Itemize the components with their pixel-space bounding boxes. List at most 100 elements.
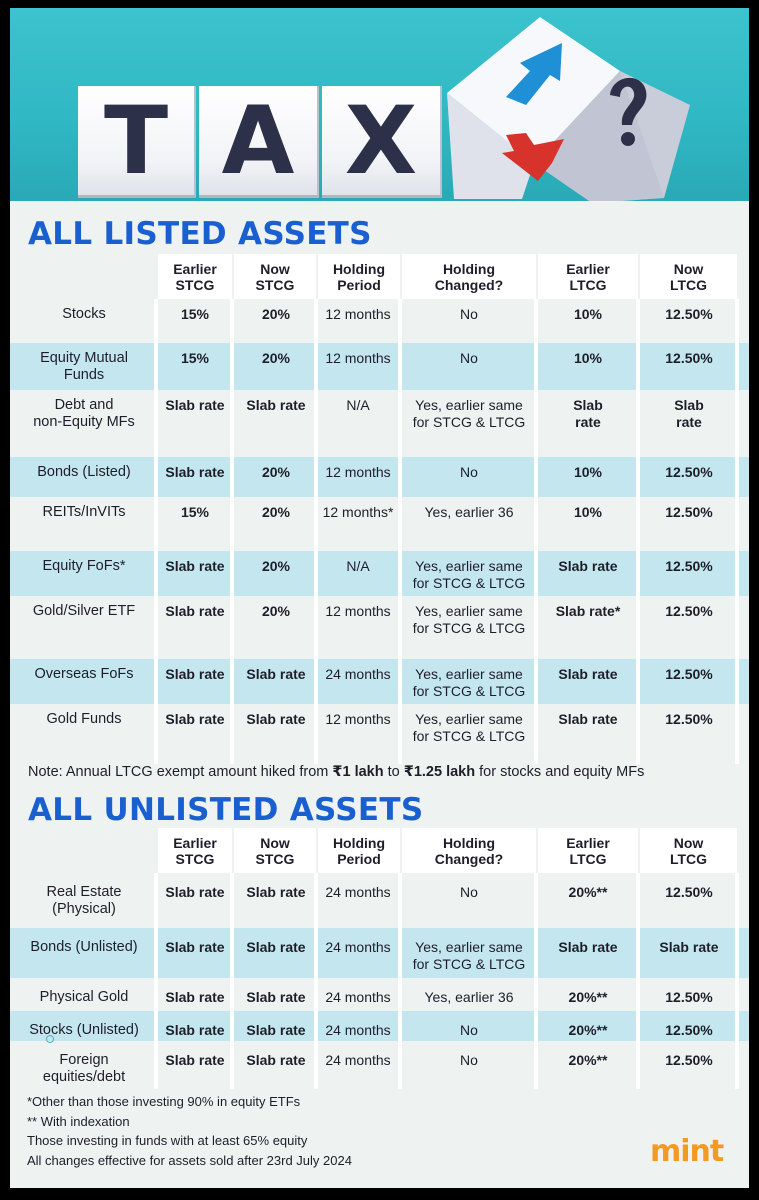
- cell-earlier-stcg: Slab rate: [165, 1022, 225, 1038]
- unlisted-assets-table: Earlier STCG Now STCG Holding Period Holdin…: [10, 828, 749, 1089]
- column-divider: [314, 928, 318, 978]
- hero-banner: T A X ?: [10, 8, 749, 201]
- letter-x: X: [344, 87, 418, 196]
- cell-now-stcg: Slab rate: [246, 711, 306, 727]
- column-divider: [735, 390, 739, 457]
- cell-now-stcg: 20%: [261, 350, 291, 366]
- cell-earlier-ltcg: 10%: [573, 464, 603, 480]
- column-divider: [154, 551, 158, 596]
- column-header-holding-changed: Holding Changed?: [402, 254, 536, 299]
- column-divider: [230, 551, 234, 596]
- column-header-earlier-stcg: Earlier STCG: [158, 828, 232, 873]
- cell-holding-changed: No: [460, 306, 478, 322]
- cell-holding-changed: No: [460, 464, 478, 480]
- column-divider: [534, 551, 538, 596]
- column-divider: [154, 704, 158, 764]
- asset-name-cell: Equity FoFs*: [42, 558, 126, 574]
- listed-section-title: ALL LISTED ASSETS: [28, 216, 372, 252]
- column-divider: [636, 928, 640, 978]
- cell-now-stcg: 20%: [261, 464, 291, 480]
- cell-now-ltcg: 12.50%: [665, 504, 713, 520]
- table-row: Bonds (Unlisted) Slab rate Slab rate 24 mon…: [10, 928, 749, 978]
- column-divider: [154, 343, 158, 390]
- column-divider: [154, 457, 158, 497]
- footnote: ** With indexation: [27, 1113, 130, 1129]
- cell-holding-period: 12 months: [325, 306, 391, 322]
- footnotes: *Other than those investing 90% in equit…: [27, 1092, 352, 1170]
- cell-earlier-stcg: Slab rate: [165, 884, 225, 900]
- column-divider: [154, 1041, 158, 1089]
- column-divider: [398, 497, 402, 551]
- cell-earlier-ltcg: 20%**: [568, 1022, 608, 1038]
- column-divider: [534, 343, 538, 390]
- cell-now-ltcg: 12.50%: [665, 884, 713, 900]
- up-arrow-icon: [506, 43, 562, 105]
- cell-now-stcg: Slab rate: [246, 1052, 306, 1068]
- table-row: Overseas FoFs Slab rate Slab rate 24 months…: [10, 659, 749, 704]
- column-divider: [314, 659, 318, 704]
- column-divider: [230, 457, 234, 497]
- note-prefix: Note: Annual LTCG exempt amount hiked fr…: [28, 764, 333, 780]
- column-divider: [230, 659, 234, 704]
- column-divider: [534, 596, 538, 659]
- column-divider: [735, 873, 739, 928]
- column-divider: [636, 873, 640, 928]
- column-divider: [534, 978, 538, 1011]
- footnote: *Other than those investing 90% in equit…: [27, 1094, 301, 1109]
- column-divider: [636, 390, 640, 457]
- cell-holding-period: 12 months*: [322, 504, 394, 520]
- column-divider: [398, 873, 402, 928]
- column-divider: [314, 704, 318, 764]
- column-divider: [314, 551, 318, 596]
- cell-earlier-ltcg: Slab rate*: [555, 603, 621, 619]
- column-divider: [398, 659, 402, 704]
- column-divider: [230, 1041, 234, 1089]
- cell-earlier-stcg: Slab rate: [165, 558, 225, 574]
- cell-earlier-ltcg: Slab rate: [558, 666, 618, 682]
- column-divider: [735, 659, 739, 704]
- asset-name-cell: Stocks: [62, 306, 106, 322]
- column-divider: [735, 978, 739, 1011]
- column-divider: [534, 1041, 538, 1089]
- cell-earlier-stcg: Slab rate: [165, 989, 225, 1005]
- column-divider: [636, 1041, 640, 1089]
- column-divider: [534, 928, 538, 978]
- column-divider: [534, 704, 538, 764]
- column-divider: [735, 497, 739, 551]
- cell-now-stcg: Slab rate: [246, 939, 306, 955]
- cell-earlier-stcg: Slab rate: [165, 939, 225, 955]
- column-divider: [154, 497, 158, 551]
- cell-now-ltcg: 12.50%: [665, 989, 713, 1005]
- column-divider: [636, 704, 640, 764]
- cell-now-ltcg: Slab rate: [674, 397, 704, 430]
- cell-holding-changed: Yes, earlier same for STCG & LTCG: [412, 558, 526, 591]
- cell-earlier-stcg: 15%: [180, 350, 210, 366]
- column-divider: [230, 978, 234, 1011]
- dice-cube: ?: [447, 17, 690, 201]
- column-divider: [230, 343, 234, 390]
- cell-now-ltcg: 12.50%: [665, 603, 713, 619]
- cell-earlier-stcg: 15%: [180, 306, 210, 322]
- column-divider: [398, 390, 402, 457]
- column-divider: [398, 343, 402, 390]
- down-arrow-icon: [502, 133, 564, 181]
- column-divider: [534, 390, 538, 457]
- letter-a: A: [221, 87, 295, 196]
- letter-t: T: [103, 87, 169, 196]
- table-row: Equity Mutual Funds 15% 20% 12 months No 10% 1…: [10, 343, 749, 390]
- cell-holding-period: N/A: [346, 558, 370, 574]
- column-divider: [735, 596, 739, 659]
- cell-holding-period: 12 months: [325, 603, 391, 619]
- cell-holding-period: 24 months: [325, 1022, 391, 1038]
- column-divider: [534, 659, 538, 704]
- column-divider: [398, 596, 402, 659]
- note-middle: to: [383, 764, 404, 780]
- cell-now-stcg: Slab rate: [246, 666, 306, 682]
- cell-now-stcg: Slab rate: [246, 397, 306, 413]
- cell-earlier-ltcg: Slab rate: [558, 711, 618, 727]
- cell-holding-changed: No: [460, 1052, 478, 1068]
- cell-earlier-stcg: Slab rate: [165, 1052, 225, 1068]
- cell-now-ltcg: Slab rate: [659, 939, 719, 955]
- asset-name-cell: Bonds (Listed): [37, 464, 131, 480]
- column-divider: [735, 343, 739, 390]
